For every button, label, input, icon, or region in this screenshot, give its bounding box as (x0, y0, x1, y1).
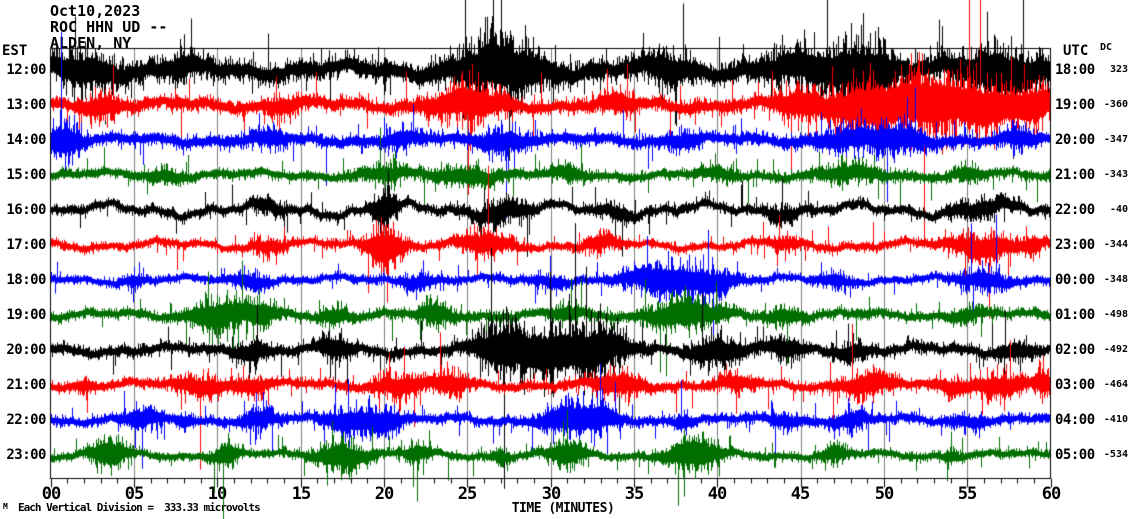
utc-axis-header: UTC (1063, 43, 1089, 59)
x-tick-label: 25 (457, 484, 478, 504)
est-label-row: 21:00 (6, 377, 46, 393)
x-tick-label: 15 (291, 484, 312, 504)
x-axis-title: TIME (MINUTES) (511, 501, 615, 516)
est-label-row: 20:00 (6, 342, 46, 358)
dc-value: -464 (1103, 379, 1128, 390)
dc-value: -40 (1109, 204, 1128, 215)
est-label-row: 22:00 (6, 412, 46, 428)
est-label-row: 16:00 (6, 202, 46, 218)
station-label: ROC HHN UD -- (50, 18, 168, 36)
est-label-row: 13:00 (6, 97, 46, 113)
x-tick-label: 20 (374, 484, 395, 504)
x-tick-label: 00 (41, 484, 62, 504)
dc-value: 323 (1109, 64, 1128, 75)
x-tick-label: 40 (707, 484, 728, 504)
dc-value: -534 (1103, 449, 1128, 460)
est-label-row: 14:00 (6, 132, 46, 148)
dc-value: -347 (1103, 134, 1128, 145)
x-tick-label: 05 (124, 484, 145, 504)
est-label-row: 23:00 (6, 447, 46, 463)
x-tick-label: 45 (790, 484, 811, 504)
est-label-row: 12:00 (6, 62, 46, 78)
dc-value: -410 (1103, 414, 1128, 425)
dc-value: -360 (1103, 99, 1128, 110)
x-tick-label: 50 (874, 484, 895, 504)
est-label-row: 19:00 (6, 307, 46, 323)
est-axis-header: EST (2, 43, 28, 59)
est-label-row: 18:00 (6, 272, 46, 288)
dc-value: -348 (1103, 274, 1128, 285)
dc-value: -498 (1103, 309, 1128, 320)
date-label: Oct10,2023 (50, 2, 141, 20)
dc-value: -343 (1103, 169, 1128, 180)
x-tick-label: 35 (624, 484, 645, 504)
scale-note-label: Each Vertical Division = 333.33 microvol… (18, 501, 261, 514)
location-label: ALDEN, NY (50, 34, 132, 52)
x-tick-label: 60 (1041, 484, 1062, 504)
watermark-mark: M (3, 502, 8, 511)
x-tick-label: 10 (207, 484, 228, 504)
x-tick-label: 30 (541, 484, 562, 504)
dc-column-header: DC (1100, 42, 1113, 53)
est-label-row: 17:00 (6, 237, 46, 253)
dc-value: -344 (1103, 239, 1128, 250)
est-label-row: 15:00 (6, 167, 46, 183)
dc-value: -492 (1103, 344, 1128, 355)
x-tick-label: 55 (957, 484, 978, 504)
